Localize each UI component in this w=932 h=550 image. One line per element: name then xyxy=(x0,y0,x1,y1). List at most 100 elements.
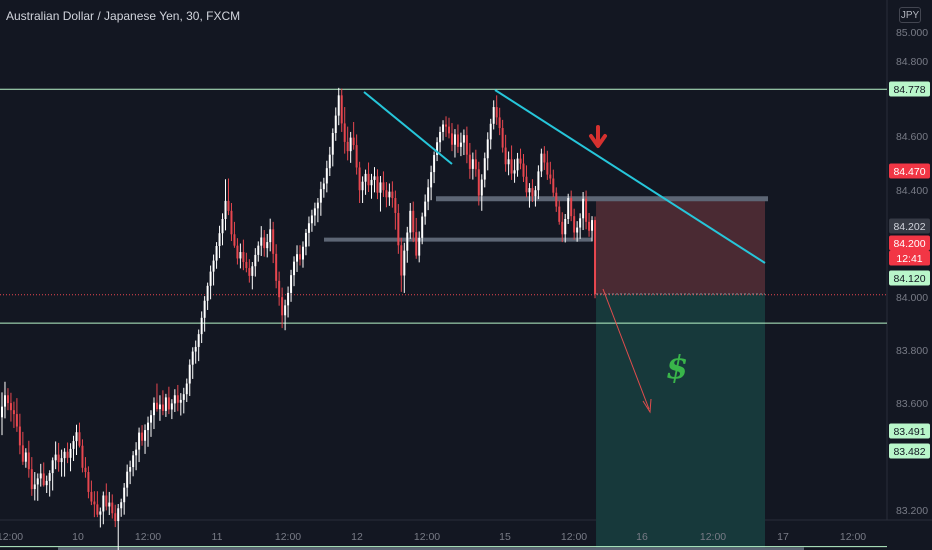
candle-body xyxy=(585,198,588,222)
price-label-target xyxy=(889,443,930,459)
candle-body xyxy=(409,210,412,233)
candle-body xyxy=(367,173,370,186)
candle-body xyxy=(355,145,358,168)
candle-body xyxy=(269,229,272,243)
candle-body xyxy=(33,484,36,490)
candle-body xyxy=(230,210,233,235)
candle-body xyxy=(489,123,492,140)
y-axis-tick-label: 83.200 xyxy=(896,505,928,517)
candle-body xyxy=(328,154,331,169)
candle-body xyxy=(471,159,474,169)
candle-body xyxy=(39,473,42,479)
candle-body xyxy=(224,200,227,220)
candle-body xyxy=(406,232,409,251)
y-axis-tick-label: 84.400 xyxy=(896,185,928,197)
price-label-stop xyxy=(889,163,930,179)
currency-badge[interactable]: JPY xyxy=(899,7,921,23)
candle-body xyxy=(439,131,442,143)
x-axis-tick-label: 16 xyxy=(636,531,648,543)
candle-body xyxy=(430,172,433,188)
candle-body xyxy=(72,441,75,449)
candle-body xyxy=(90,491,93,502)
candle-body xyxy=(254,254,257,267)
candle-body xyxy=(525,176,528,193)
candle-body xyxy=(87,472,90,492)
candle-body xyxy=(212,260,215,272)
candle-body xyxy=(102,495,105,512)
candle-body xyxy=(1,406,3,418)
candle-body xyxy=(319,189,322,203)
y-axis-tick-label: 84.800 xyxy=(896,56,928,68)
x-axis-tick-label: 12:00 xyxy=(275,531,301,543)
candle-body xyxy=(459,142,462,147)
price-label-text: 84.470 xyxy=(893,166,925,178)
candle-body xyxy=(373,176,376,180)
candle-body xyxy=(477,169,480,196)
candle-body xyxy=(278,280,281,298)
candle-body xyxy=(155,402,158,410)
candle-body xyxy=(385,190,388,198)
candle-body xyxy=(418,237,421,256)
candle-body xyxy=(194,346,197,352)
candle-body xyxy=(552,178,555,193)
candle-body xyxy=(492,107,495,124)
candle-body xyxy=(257,245,260,255)
candle-body xyxy=(331,133,334,155)
candle-body xyxy=(573,216,576,233)
candle-body xyxy=(507,159,510,165)
candle-body xyxy=(549,174,552,179)
candle-body xyxy=(144,430,147,441)
x-axis-tick-label: 10 xyxy=(72,531,84,543)
candle-body xyxy=(561,221,564,235)
candle-body xyxy=(75,432,78,442)
candle-body xyxy=(6,395,9,404)
candle-body xyxy=(456,134,459,147)
y-axis-tick-label: 84.600 xyxy=(896,131,928,143)
candle-body xyxy=(99,511,102,515)
candle-body xyxy=(376,176,379,193)
projection-arrowhead xyxy=(642,398,652,414)
candle-body xyxy=(123,487,126,503)
take-profit-zone xyxy=(596,293,765,550)
candle-body xyxy=(215,246,218,261)
candle-body xyxy=(394,198,397,213)
candle-body xyxy=(445,124,448,127)
candle-body xyxy=(158,404,161,410)
chart-title: Australian Dollar / Japanese Yen, 30, FX… xyxy=(6,9,241,23)
candle-body xyxy=(117,508,120,522)
candle-body xyxy=(263,237,266,249)
price-label-level xyxy=(889,270,930,286)
candle-body xyxy=(150,415,152,423)
candle-body xyxy=(266,242,269,249)
candle-body xyxy=(287,292,290,306)
candle-body xyxy=(522,163,525,177)
candle-body xyxy=(412,210,415,233)
candle-body xyxy=(105,495,108,507)
candle-body xyxy=(540,153,543,172)
candle-body xyxy=(21,445,24,462)
x-axis-tick-label: 12:00 xyxy=(840,531,866,543)
candle-body xyxy=(576,227,579,233)
candle-body xyxy=(570,198,573,217)
candle-body xyxy=(480,179,483,196)
candle-body xyxy=(564,219,567,235)
dollar-annotation: $ xyxy=(666,348,688,386)
candle-body xyxy=(111,502,114,514)
candle-body xyxy=(96,504,99,515)
candle-body xyxy=(448,126,450,134)
candle-body xyxy=(427,187,430,202)
candle-body xyxy=(358,167,361,191)
candle-body xyxy=(42,473,45,486)
candle-body xyxy=(361,181,364,191)
candle-body xyxy=(69,448,72,458)
candle-body xyxy=(30,469,33,490)
price-label-level xyxy=(889,423,930,439)
y-axis-tick-label: 85.000 xyxy=(896,27,928,39)
candle-body xyxy=(176,395,179,403)
candle-body xyxy=(63,451,66,459)
stop-loss-zone xyxy=(596,198,765,294)
candle-body xyxy=(57,454,60,463)
candle-body xyxy=(3,395,6,407)
